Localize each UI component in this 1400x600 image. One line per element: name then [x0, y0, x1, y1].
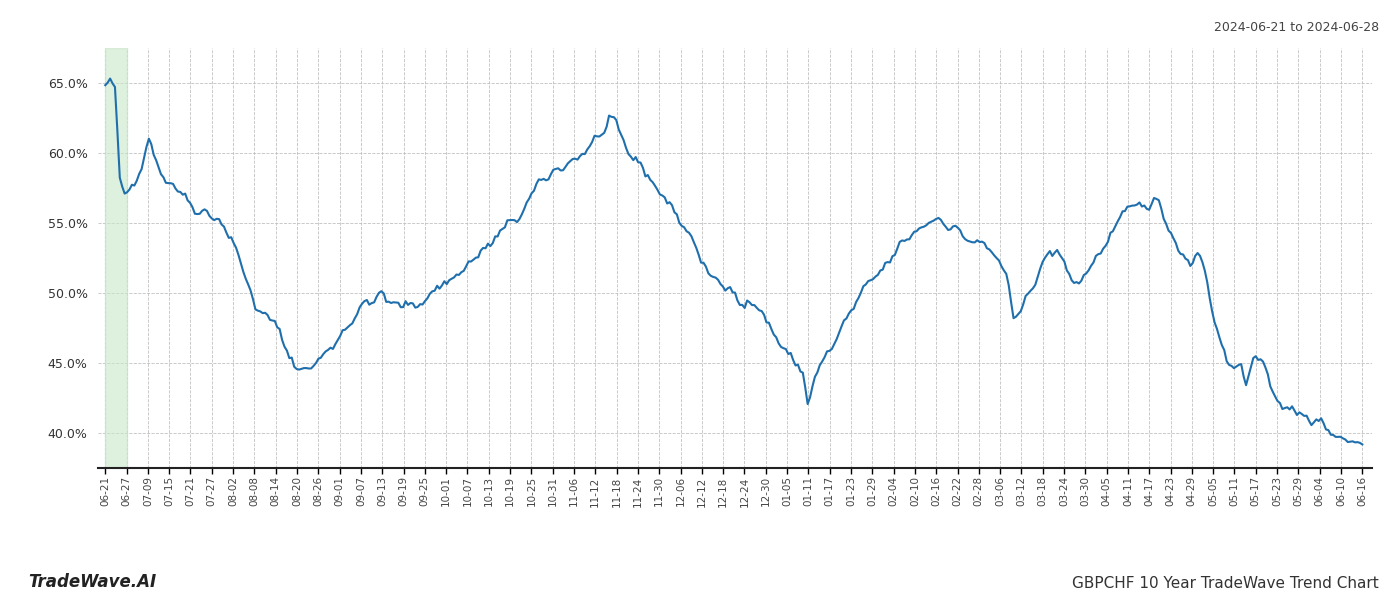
Text: 2024-06-21 to 2024-06-28: 2024-06-21 to 2024-06-28 [1214, 21, 1379, 34]
Bar [105, 48, 126, 468]
Text: TradeWave.AI: TradeWave.AI [28, 573, 157, 591]
Text: GBPCHF 10 Year TradeWave Trend Chart: GBPCHF 10 Year TradeWave Trend Chart [1072, 576, 1379, 591]
